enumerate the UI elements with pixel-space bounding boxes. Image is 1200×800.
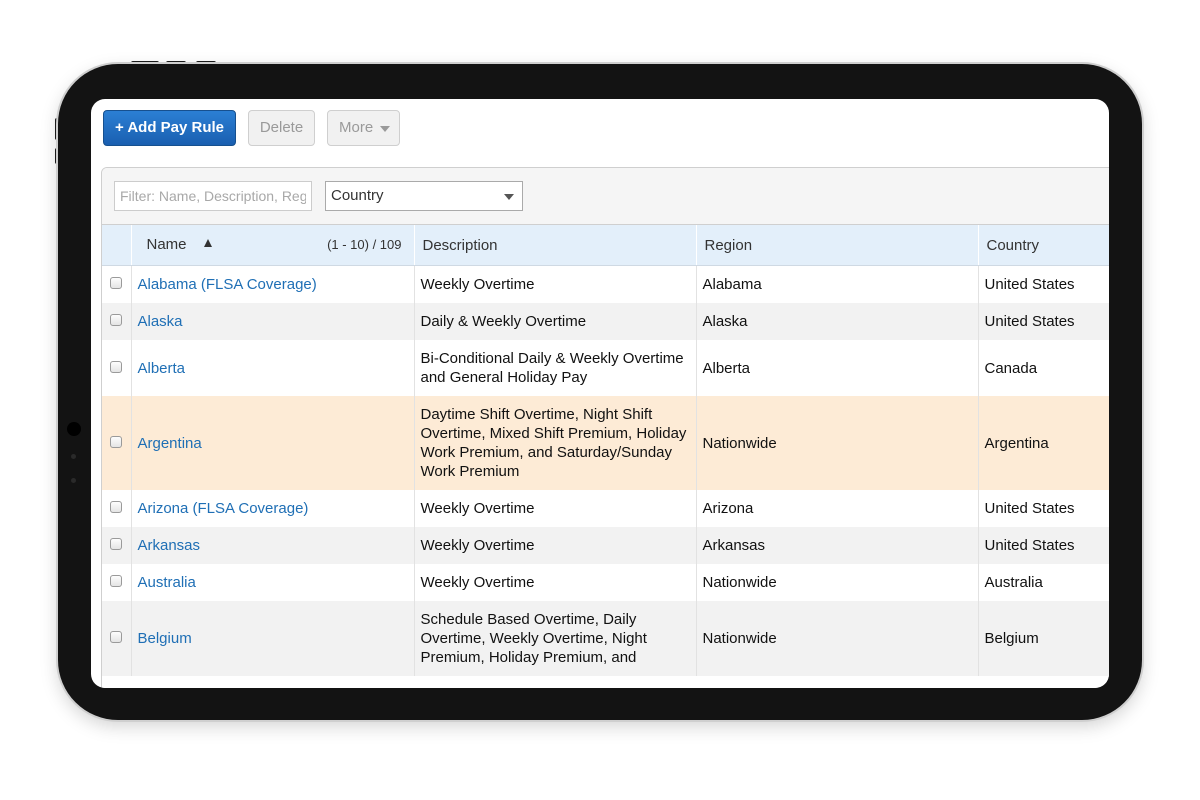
name-cell: Alaska — [130, 303, 414, 340]
region-cell: Arkansas — [695, 527, 978, 564]
pay-rule-name-link[interactable]: Australia — [137, 574, 196, 591]
sensor-icon — [71, 454, 76, 459]
row-select-cell — [102, 601, 131, 676]
row-select-cell — [102, 266, 131, 304]
name-cell: Arkansas — [130, 527, 414, 564]
country-select[interactable]: Country — [325, 181, 523, 211]
country-select-value: Country — [331, 187, 384, 204]
description-cell: Weekly Overtime — [413, 527, 696, 564]
table-row[interactable]: Arizona (FLSA Coverage) Weekly Overtime … — [102, 490, 1109, 527]
name-cell: Alberta — [130, 340, 414, 396]
region-cell: Arizona — [695, 490, 978, 527]
row-select-cell — [102, 340, 131, 396]
row-select-cell — [102, 490, 131, 527]
name-cell: Arizona (FLSA Coverage) — [130, 490, 414, 527]
table-row[interactable]: Alaska Daily & Weekly Overtime Alaska Un… — [102, 303, 1109, 340]
row-checkbox[interactable] — [110, 501, 123, 513]
table-row[interactable]: Australia Weekly Overtime Nationwide Aus… — [102, 564, 1109, 601]
row-checkbox[interactable] — [110, 360, 123, 373]
country-cell: Canada — [977, 340, 1109, 396]
tablet-side-button — [55, 148, 59, 164]
region-cell: Nationwide — [695, 396, 978, 490]
app-screen: + Add Pay Rule Delete More Country — [91, 99, 1109, 688]
camera-icon — [67, 422, 81, 436]
pay-rules-panel: Country Name (1 - 10) / 109 — [101, 167, 1109, 688]
region-header-label: Region — [704, 236, 753, 254]
table-header-row: Name (1 - 10) / 109 Description Region C… — [102, 225, 1109, 266]
pay-rule-name-link[interactable]: Alberta — [137, 359, 186, 377]
sort-ascending-icon[interactable] — [203, 239, 212, 247]
country-cell: United States — [977, 527, 1109, 564]
description-header-label: Description — [422, 236, 498, 254]
country-cell: Argentina — [977, 396, 1109, 490]
country-cell: Belgium — [977, 601, 1109, 676]
sensor-icon — [71, 478, 76, 483]
description-cell: Schedule Based Overtime, Daily Overtime,… — [413, 601, 696, 676]
region-cell: Nationwide — [695, 564, 978, 601]
description-cell: Weekly Overtime — [413, 564, 696, 601]
region-cell: Nationwide — [695, 601, 978, 676]
chevron-down-icon — [504, 194, 514, 200]
tablet-side-button — [55, 118, 59, 140]
row-select-cell — [102, 396, 131, 490]
name-header-label: Name — [146, 236, 187, 253]
region-cell: Alberta — [695, 340, 978, 396]
row-checkbox[interactable] — [110, 277, 123, 289]
pay-rules-table: Name (1 - 10) / 109 Description Region C… — [102, 225, 1109, 676]
table-row-hovered[interactable]: Argentina Daytime Shift Overtime, Night … — [102, 396, 1109, 490]
pay-rule-name-link[interactable]: Alaska — [137, 313, 183, 330]
country-cell: United States — [977, 303, 1109, 340]
delete-button[interactable]: Delete — [248, 110, 315, 146]
name-cell: Alabama (FLSA Coverage) — [130, 265, 414, 303]
description-cell: Weekly Overtime — [413, 265, 696, 303]
row-checkbox[interactable] — [110, 538, 123, 550]
description-column-header[interactable]: Description — [413, 225, 696, 266]
region-cell: Alaska — [695, 303, 978, 340]
toolbar: + Add Pay Rule Delete More — [91, 99, 1109, 165]
pay-rule-name-link[interactable]: Alabama (FLSA Coverage) — [137, 276, 317, 293]
name-column-header[interactable]: Name (1 - 10) / 109 — [130, 225, 414, 266]
name-cell: Argentina — [130, 396, 414, 490]
description-cell: Daytime Shift Overtime, Night Shift Over… — [413, 396, 696, 490]
description-cell: Weekly Overtime — [413, 490, 696, 527]
country-header-label: Country — [986, 236, 1040, 254]
name-cell: Belgium — [130, 601, 414, 676]
country-cell: United States — [977, 490, 1109, 527]
more-dropdown-button[interactable]: More — [327, 110, 400, 146]
pagination-count: (1 - 10) / 109 — [327, 237, 402, 252]
row-select-cell — [102, 564, 131, 601]
filter-bar: Country — [102, 168, 1109, 225]
name-filter-input[interactable] — [114, 181, 312, 211]
description-cell: Daily & Weekly Overtime — [413, 303, 696, 340]
table-row[interactable]: Arkansas Weekly Overtime Arkansas United… — [102, 527, 1109, 564]
row-select-cell — [102, 527, 131, 564]
pay-rule-name-link[interactable]: Arkansas — [137, 537, 201, 554]
row-checkbox[interactable] — [110, 575, 123, 587]
tablet-volume-button — [196, 61, 216, 65]
table-row[interactable]: Belgium Schedule Based Overtime, Daily O… — [102, 601, 1109, 676]
chevron-down-icon — [380, 126, 390, 132]
select-column-header — [102, 225, 131, 266]
add-pay-rule-button[interactable]: + Add Pay Rule — [103, 110, 236, 146]
pay-rule-name-link[interactable]: Arizona (FLSA Coverage) — [137, 500, 309, 517]
tablet-top-button — [131, 61, 159, 65]
row-checkbox[interactable] — [110, 314, 123, 326]
row-select-cell — [102, 303, 131, 340]
row-checkbox[interactable] — [110, 631, 123, 643]
table-row[interactable]: Alabama (FLSA Coverage) Weekly Overtime … — [102, 265, 1109, 304]
pay-rule-name-link[interactable]: Belgium — [137, 630, 192, 647]
name-cell: Australia — [130, 564, 414, 601]
row-checkbox[interactable] — [110, 435, 123, 448]
tablet-volume-button — [166, 61, 186, 65]
country-cell: Australia — [977, 564, 1109, 601]
region-cell: Alabama — [695, 265, 978, 303]
region-column-header[interactable]: Region — [695, 225, 978, 266]
country-cell: United States — [977, 265, 1109, 303]
country-column-header[interactable]: Country — [977, 225, 1109, 266]
table-row[interactable]: Alberta Bi-Conditional Daily & Weekly Ov… — [102, 340, 1109, 396]
description-cell: Bi-Conditional Daily & Weekly Overtime a… — [413, 340, 696, 396]
pay-rule-name-link[interactable]: Argentina — [137, 434, 202, 452]
more-label: More — [339, 119, 374, 136]
